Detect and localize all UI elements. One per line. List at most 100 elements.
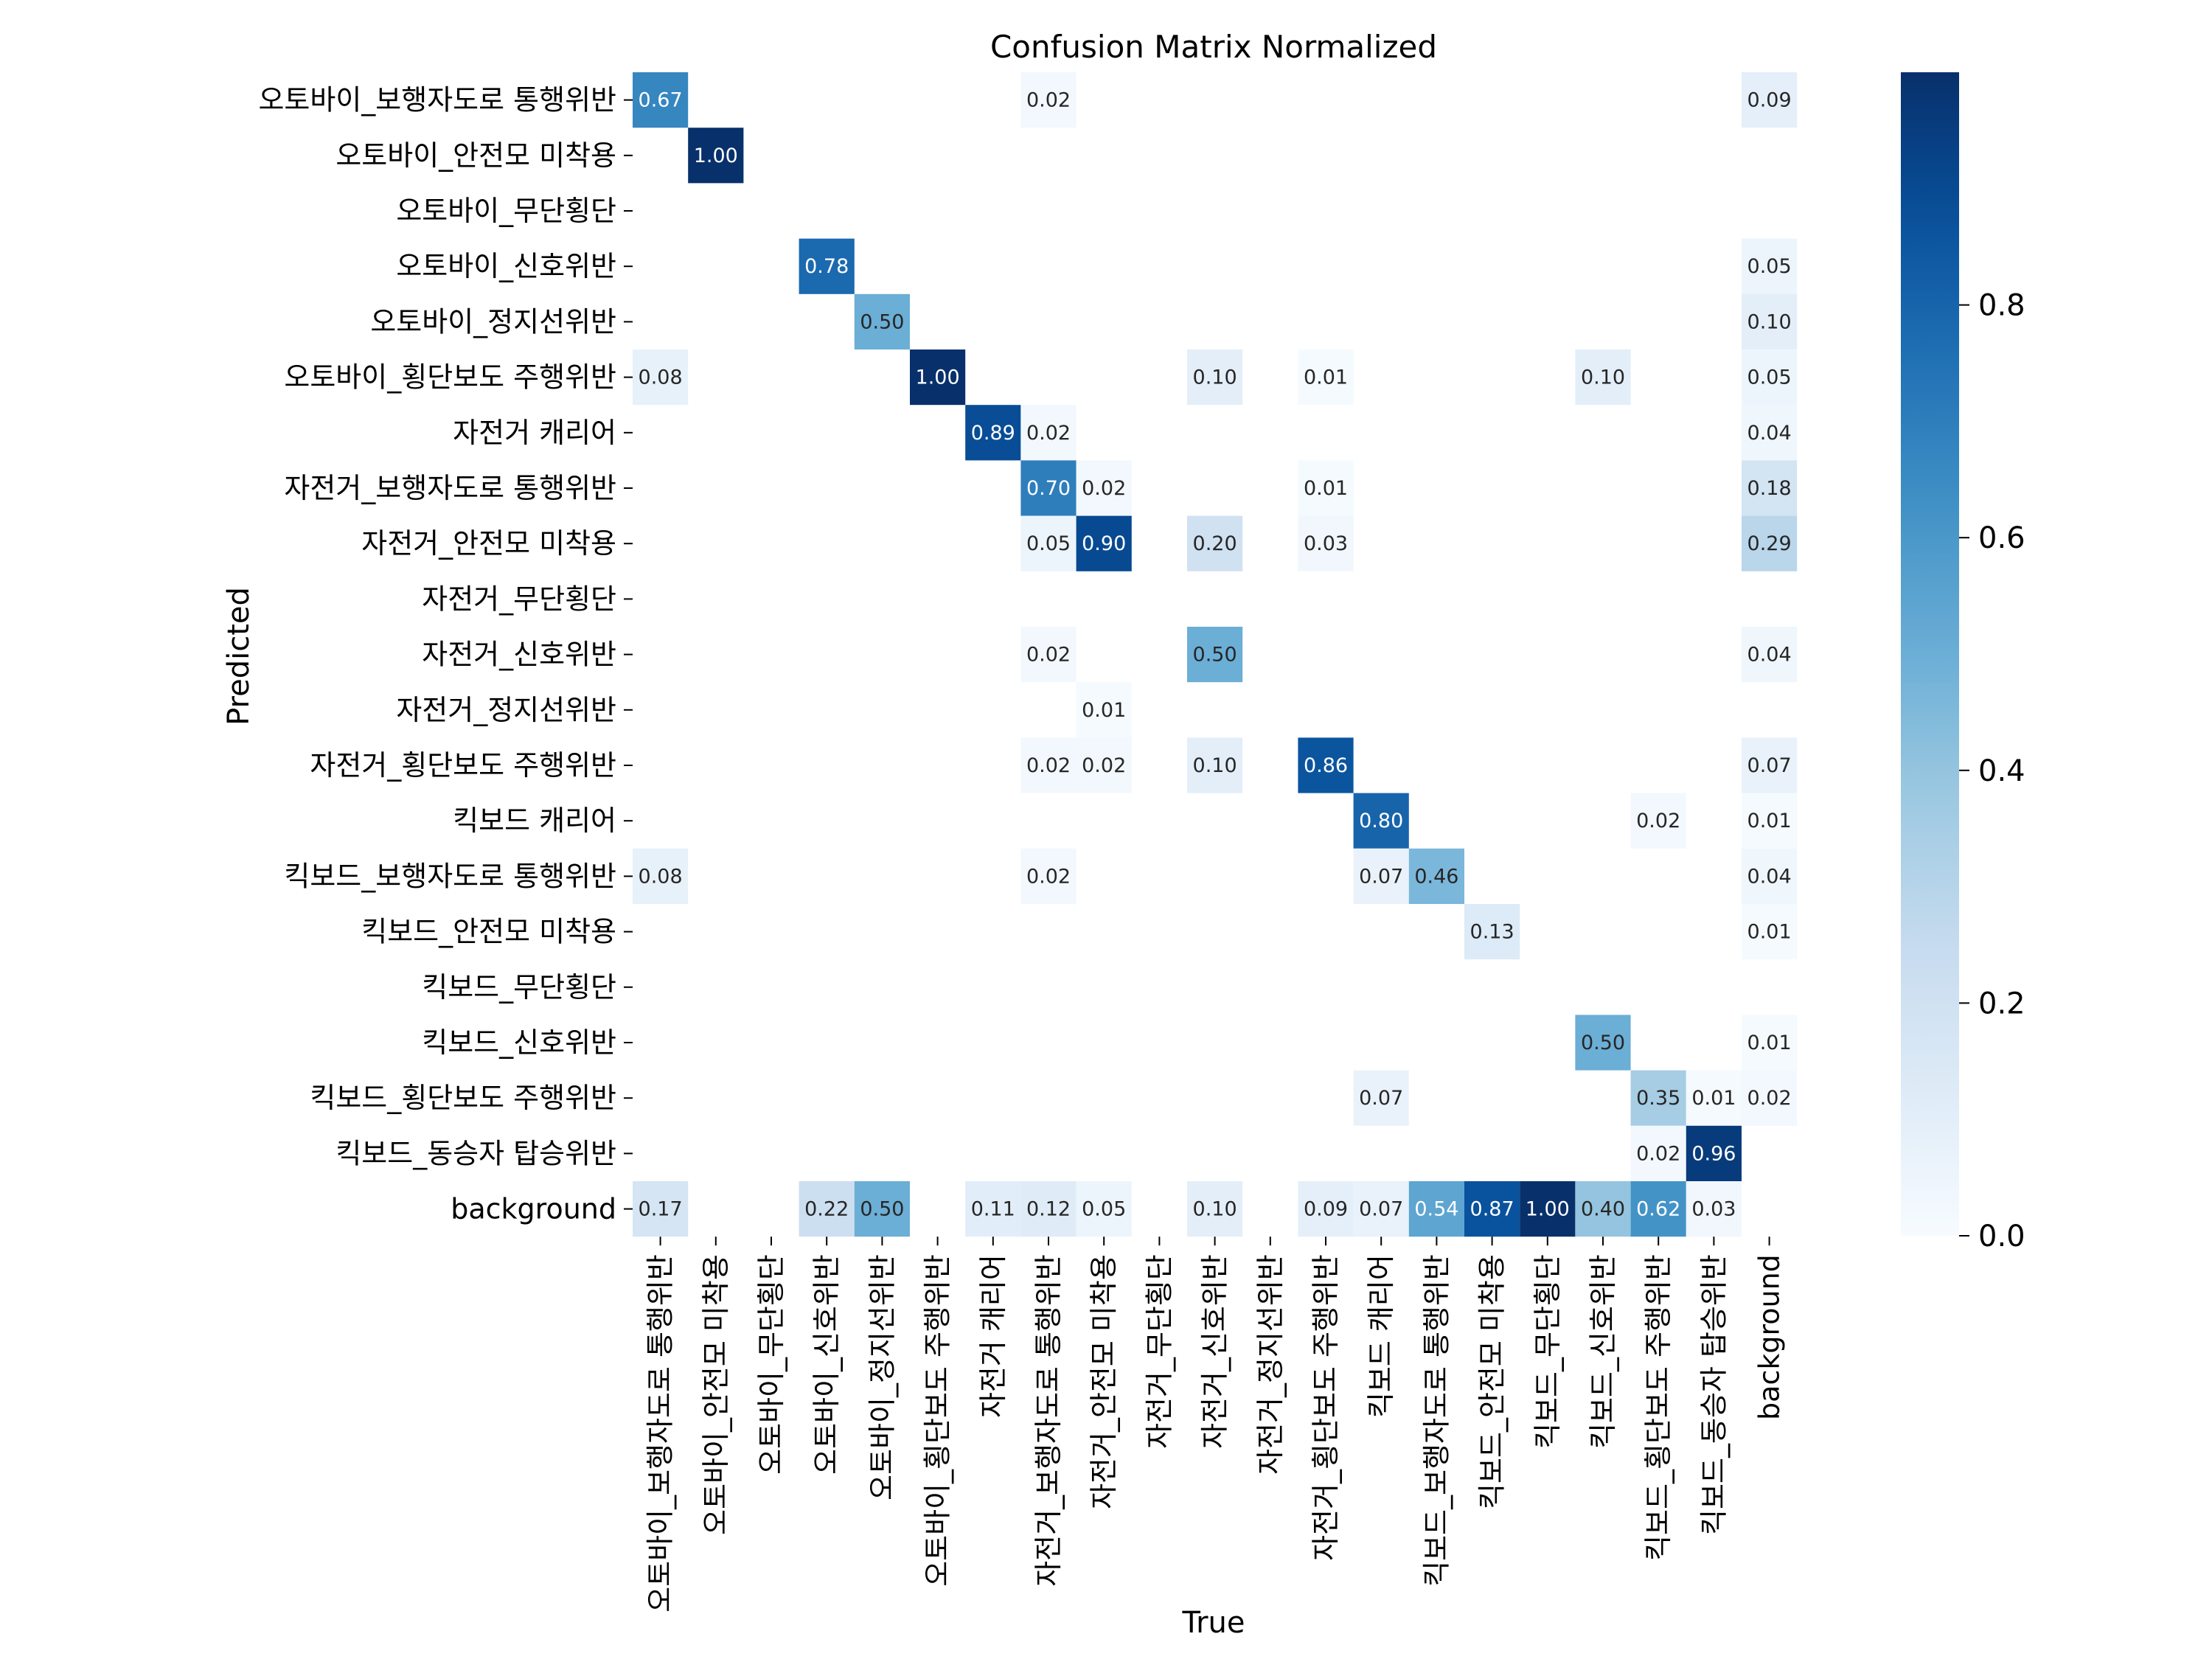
heatmap-cell xyxy=(1742,737,1798,793)
heatmap-cell xyxy=(1408,1181,1464,1237)
y-tick-label: 오토바이_정지선위반 xyxy=(370,305,616,338)
heatmap-cell xyxy=(1742,349,1798,406)
y-tick-label: 자전거_보행자도로 통행위반 xyxy=(284,472,616,504)
x-tick-label: 자전거 캐리어 xyxy=(977,1254,1009,1418)
cell-value-label: 0.50 xyxy=(1193,644,1237,667)
heatmap-cell xyxy=(965,1181,1021,1237)
heatmap-cell xyxy=(1742,793,1798,849)
heatmap-cell xyxy=(1630,1125,1686,1181)
heatmap-cell xyxy=(854,293,910,349)
heatmap-cell xyxy=(1298,737,1354,793)
cell-value-label: 0.02 xyxy=(1026,422,1071,445)
y-tick-label: 킥보드_동승자 탑승위반 xyxy=(335,1137,616,1169)
heatmap-cell xyxy=(799,238,855,294)
cell-value-label: 0.05 xyxy=(1082,1198,1126,1221)
cell-value-label: 0.07 xyxy=(1359,1087,1403,1110)
cell-value-label: 0.01 xyxy=(1304,366,1348,389)
heatmap-cell xyxy=(1020,460,1077,516)
heatmap-cell xyxy=(1686,1125,1742,1181)
x-tick-label: 킥보드_신호위반 xyxy=(1587,1254,1619,1449)
y-tick-label: 오토바이_무단횡단 xyxy=(396,195,616,227)
heatmap-cell xyxy=(1020,72,1077,128)
heatmap-cell xyxy=(1353,1070,1409,1126)
x-tick-label: 자전거_안전모 미착용 xyxy=(1088,1254,1120,1509)
cell-value-label: 0.08 xyxy=(639,366,683,389)
heatmap-cell xyxy=(1686,1181,1742,1237)
colorbar-tick-label: 0.8 xyxy=(1978,289,2025,323)
cell-value-label: 0.01 xyxy=(1304,477,1348,500)
heatmap-cell xyxy=(1020,405,1077,461)
cell-value-label: 1.00 xyxy=(694,145,738,167)
cell-value-label: 0.96 xyxy=(1691,1142,1736,1165)
cell-value-label: 0.22 xyxy=(804,1198,849,1221)
heatmap-cell xyxy=(1408,848,1464,904)
y-tick-label: 자전거_정지선위반 xyxy=(396,694,616,726)
heatmap-cells xyxy=(633,72,1798,1237)
colorbar-tick-label: 0.6 xyxy=(1978,521,2025,555)
x-tick-label: 자전거_신호위반 xyxy=(1199,1254,1231,1449)
x-tick-label: 킥보드_보행자도로 통행위반 xyxy=(1420,1254,1453,1587)
heatmap-cell xyxy=(1742,627,1798,683)
heatmap-cell xyxy=(1187,1181,1243,1237)
cell-value-label: 0.01 xyxy=(1747,810,1792,832)
colorbar-ticks: 0.0 0.2 0.4 0.6 0.8 xyxy=(1959,289,2025,1253)
cell-value-label: 0.01 xyxy=(1747,921,1792,944)
x-tick-label: 킥보드_안전모 미착용 xyxy=(1476,1254,1509,1509)
x-tick-label: 자전거_정지선위반 xyxy=(1254,1254,1287,1475)
cell-value-label: 1.00 xyxy=(916,366,960,389)
heatmap-cell xyxy=(1742,238,1798,294)
y-tick-label: 킥보드 캐리어 xyxy=(453,804,616,837)
heatmap-cell xyxy=(1742,405,1798,461)
cell-value-label: 0.12 xyxy=(1026,1198,1071,1221)
x-tick-label: 오토바이_정지선위반 xyxy=(866,1254,898,1500)
y-tick-label: 킥보드_무단횡단 xyxy=(422,971,616,1004)
cell-value-label: 0.70 xyxy=(1026,477,1071,500)
y-tick-label: 자전거_안전모 미착용 xyxy=(361,527,616,560)
heatmap-cell xyxy=(1353,848,1409,904)
cell-value-label: 0.02 xyxy=(1026,89,1071,112)
cell-value-label: 0.02 xyxy=(1082,754,1126,777)
y-tick-label: 자전거_신호위반 xyxy=(422,639,616,671)
cell-value-label: 0.01 xyxy=(1082,699,1126,722)
heatmap-cell xyxy=(1353,1181,1409,1237)
cell-value-label: 0.05 xyxy=(1026,532,1071,555)
cell-value-label: 0.90 xyxy=(1082,532,1126,555)
heatmap-cell xyxy=(1630,1070,1686,1126)
cell-value-label: 0.54 xyxy=(1414,1198,1458,1221)
heatmap-cell xyxy=(1020,1181,1077,1237)
heatmap-cell xyxy=(1187,627,1243,683)
cell-value-label: 0.01 xyxy=(1747,1032,1792,1054)
cell-value-label: 0.87 xyxy=(1470,1198,1514,1221)
cell-value-label: 0.78 xyxy=(804,255,849,278)
x-tick-label: 오토바이_횡단보도 주행위반 xyxy=(922,1254,954,1587)
heatmap-cell xyxy=(1630,1181,1686,1237)
heatmap-cell xyxy=(1020,515,1077,571)
heatmap-cell xyxy=(854,1181,910,1237)
y-tick-label: 오토바이_안전모 미착용 xyxy=(335,139,616,172)
heatmap-cell xyxy=(1742,293,1798,349)
heatmap-cell xyxy=(633,72,689,128)
cell-value-label: 0.07 xyxy=(1359,1198,1403,1221)
heatmap-cell xyxy=(1464,1181,1520,1237)
x-tick-label: 자전거_무단횡단 xyxy=(1143,1254,1175,1449)
chart-title: Confusion Matrix Normalized xyxy=(990,29,1437,65)
x-tick-label: 킥보드 캐리어 xyxy=(1365,1254,1397,1418)
heatmap-cell xyxy=(1464,904,1520,960)
cell-value-label: 0.01 xyxy=(1691,1087,1736,1110)
heatmap-cell xyxy=(1575,1181,1631,1237)
cell-value-label: 0.02 xyxy=(1747,1087,1792,1110)
heatmap-cell xyxy=(1187,349,1243,406)
heatmap-cell xyxy=(1742,1070,1798,1126)
cell-value-label: 0.04 xyxy=(1747,865,1792,888)
cell-value-label: 0.05 xyxy=(1747,366,1792,389)
cell-value-label: 0.10 xyxy=(1581,366,1625,389)
cell-value-label: 0.10 xyxy=(1193,366,1237,389)
cell-value-label: 0.50 xyxy=(1581,1032,1625,1054)
y-tick-label: 킥보드_보행자도로 통행위반 xyxy=(284,860,616,892)
heatmap-cell xyxy=(1298,460,1354,516)
y-tick-label: 킥보드_안전모 미착용 xyxy=(361,916,616,948)
y-tick-label: 오토바이_신호위반 xyxy=(396,250,616,282)
cell-value-label: 0.10 xyxy=(1747,310,1792,333)
heatmap-cell xyxy=(1742,460,1798,516)
